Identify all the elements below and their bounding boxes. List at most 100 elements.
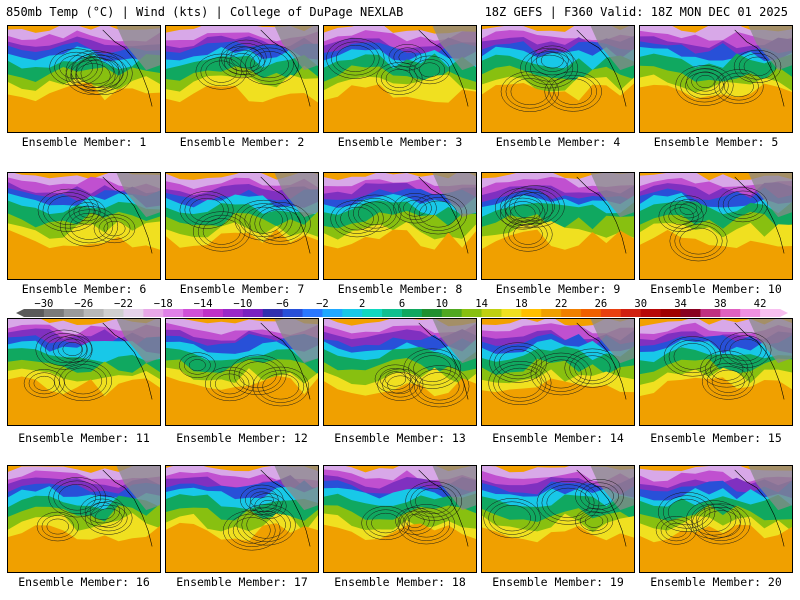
- wind-contour: [579, 482, 619, 510]
- wind-contour: [233, 358, 282, 392]
- colorbar-tick-label: −26: [74, 298, 93, 310]
- wind-contour: [234, 199, 293, 241]
- colorbar-swatch: [143, 309, 164, 317]
- wind-contour: [240, 44, 299, 85]
- wind-contour: [727, 194, 758, 216]
- land-terrain: [590, 26, 634, 71]
- temperature-band: [324, 523, 476, 572]
- wind-contour: [584, 514, 604, 528]
- temperature-band: [166, 522, 318, 572]
- temperature-band: [324, 84, 476, 132]
- land-terrain: [748, 173, 792, 218]
- coastline: [260, 176, 311, 254]
- temperature-map: [324, 466, 476, 572]
- colorbar-tick-label: 6: [399, 298, 405, 310]
- wind-contour: [494, 187, 553, 229]
- wind-contour: [574, 355, 611, 381]
- land-terrain: [274, 319, 318, 364]
- wind-contour: [326, 38, 385, 79]
- colorbar-swatch: [63, 309, 85, 317]
- member-label: Ensemble Member: 9: [495, 282, 621, 296]
- wind-contour: [680, 68, 729, 103]
- land-terrain: [274, 26, 318, 71]
- coastline: [260, 322, 311, 400]
- temperature-band: [640, 524, 792, 572]
- wind-contour: [331, 41, 380, 76]
- wind-contour: [733, 49, 782, 83]
- temperature-band: [166, 85, 318, 132]
- temperature-band: [482, 229, 634, 279]
- wind-contour: [395, 507, 435, 535]
- wind-contour: [575, 479, 624, 514]
- wind-contour: [414, 197, 463, 231]
- member-label: Ensemble Member: 2: [179, 135, 305, 149]
- member-label: Ensemble Member: 1: [21, 135, 147, 149]
- wind-contour: [240, 484, 284, 516]
- wind-contour: [691, 71, 720, 92]
- wind-contour: [509, 188, 560, 225]
- wind-contour: [658, 200, 704, 232]
- colorbar-tick-label: −6: [276, 298, 289, 310]
- ensemble-panel: [481, 318, 635, 426]
- wind-contour: [192, 211, 251, 252]
- wind-contour: [48, 477, 106, 518]
- wind-contour: [184, 194, 229, 226]
- wind-contour: [220, 39, 272, 76]
- ensemble-panel: [323, 172, 477, 280]
- wind-contour: [658, 491, 716, 532]
- wind-contour: [33, 375, 55, 391]
- wind-contour: [530, 54, 569, 82]
- colorbar-swatch: [740, 309, 761, 317]
- colorbar-swatch: [461, 309, 483, 317]
- wind-contour: [719, 331, 772, 369]
- temperature-map: [166, 26, 318, 132]
- colorbar-swatch: [362, 309, 383, 317]
- land-terrain: [748, 26, 792, 71]
- wind-contour: [59, 364, 108, 398]
- wind-contour: [525, 51, 574, 85]
- wind-contour: [28, 372, 60, 395]
- colorbar-tick-label: 30: [634, 298, 647, 310]
- ensemble-panel: [165, 318, 319, 426]
- wind-contour: [387, 375, 414, 394]
- colorbar-swatch: [561, 309, 582, 317]
- wind-contour: [252, 366, 310, 407]
- colorbar-max-arrow: [780, 309, 788, 317]
- wind-contour: [382, 372, 419, 398]
- wind-contour: [239, 203, 288, 238]
- wind-contour: [244, 206, 283, 234]
- colorbar-swatch: [640, 309, 662, 317]
- wind-contour: [584, 485, 614, 507]
- land-terrain: [432, 319, 476, 364]
- member-label: Ensemble Member: 7: [179, 282, 305, 296]
- wind-contour: [377, 368, 424, 401]
- land-terrain: [748, 319, 792, 364]
- wind-contour: [535, 356, 587, 392]
- wind-contour: [483, 498, 541, 539]
- ensemble-panel: [481, 465, 635, 573]
- wind-contour: [493, 504, 531, 532]
- wind-contour: [722, 190, 763, 219]
- member-label: Ensemble Member: 8: [337, 282, 463, 296]
- colorbar-swatch: [163, 309, 184, 317]
- wind-contour: [419, 372, 460, 401]
- wind-contour: [403, 348, 462, 389]
- wind-contour: [669, 220, 728, 262]
- wind-contour: [679, 202, 698, 215]
- wind-contour: [503, 217, 553, 252]
- wind-contour: [227, 513, 276, 548]
- colorbar-tick-label: −10: [233, 298, 252, 310]
- wind-contour: [407, 511, 446, 538]
- wind-contour: [403, 199, 427, 217]
- wind-contour: [673, 343, 712, 370]
- wind-contour: [662, 495, 711, 529]
- wind-contour: [705, 353, 749, 385]
- wind-contour: [409, 365, 470, 408]
- colorbar-swatch: [282, 309, 304, 317]
- ensemble-panel: [7, 172, 161, 280]
- colorbar-swatch: [720, 309, 741, 317]
- wind-contour: [701, 510, 741, 538]
- wind-contour: [498, 367, 542, 399]
- colorbar-tick-label: 2: [359, 298, 365, 310]
- wind-contour: [58, 484, 97, 511]
